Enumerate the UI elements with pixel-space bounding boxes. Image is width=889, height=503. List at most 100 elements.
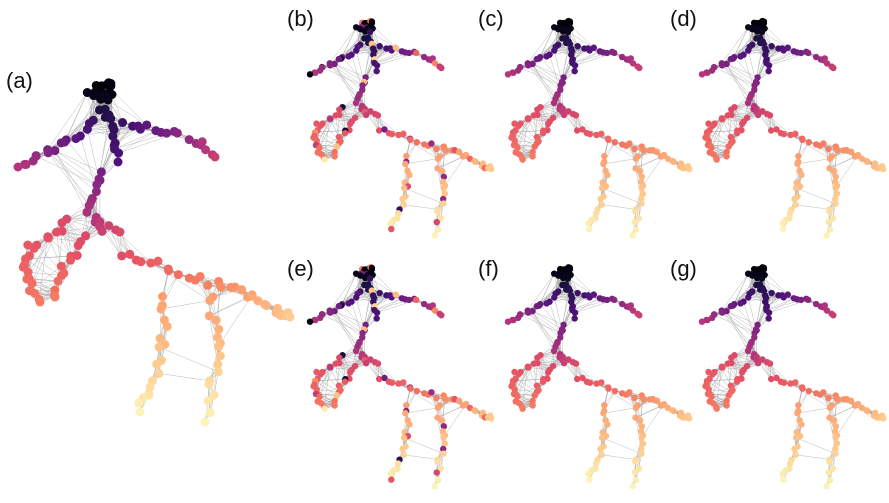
graph-node <box>388 130 396 138</box>
graph-edge <box>158 373 210 382</box>
graph-node <box>434 155 442 162</box>
graph-node <box>524 62 532 69</box>
graph-edge <box>329 27 357 64</box>
graph-edge <box>150 262 210 301</box>
graph-node <box>89 91 99 101</box>
graph-edge <box>444 154 467 186</box>
graph-edge <box>734 105 755 108</box>
graph-node <box>626 140 633 147</box>
graph-node <box>400 184 408 192</box>
graph-node <box>407 136 414 144</box>
graph-edge <box>48 237 72 257</box>
graph-edge <box>715 118 723 158</box>
graph-node <box>433 218 440 226</box>
graph-node <box>113 157 123 167</box>
graph-node <box>172 128 182 138</box>
graph-node <box>571 62 579 69</box>
graph-edge <box>114 130 156 150</box>
graph-edge <box>528 119 538 138</box>
graph-node <box>605 136 612 144</box>
graph-node <box>402 160 409 168</box>
graph-node <box>611 49 618 57</box>
graph-edge <box>220 294 253 344</box>
graph-edge <box>48 152 90 206</box>
graph-node <box>103 95 113 105</box>
graph-node <box>571 67 578 75</box>
graph-edge <box>330 118 352 122</box>
graph-edge <box>314 132 337 147</box>
graph-edge <box>722 65 755 91</box>
panel-label-a: (a) <box>6 68 33 93</box>
graph-node <box>403 152 410 160</box>
graph-node <box>332 112 339 119</box>
panel-c-graph <box>504 17 693 239</box>
graph-node <box>544 120 552 128</box>
graph-node <box>428 140 435 147</box>
graph-node <box>82 124 92 134</box>
graph-node <box>376 43 383 50</box>
graph-node <box>434 226 442 233</box>
graph-node <box>431 60 439 67</box>
graph-edge <box>118 130 157 154</box>
graph-edge <box>220 287 248 298</box>
graph-edge <box>376 51 403 66</box>
graph-node <box>142 120 152 130</box>
graph-nodes <box>504 17 693 239</box>
graph-node <box>455 148 463 155</box>
graph-node <box>66 255 76 265</box>
graph-node <box>104 221 114 231</box>
panel-d <box>690 8 889 248</box>
graph-node <box>631 218 638 226</box>
graph-edge <box>334 63 365 83</box>
graph-node <box>638 184 645 191</box>
graph-edge <box>532 63 563 83</box>
graph-edge <box>54 150 100 180</box>
graph-edge <box>405 158 438 165</box>
graph-node <box>573 127 581 134</box>
graph-node <box>306 71 314 78</box>
graph-node <box>106 114 116 124</box>
graph-node <box>213 367 223 377</box>
graph-node <box>392 44 399 51</box>
graph-node <box>504 71 512 78</box>
graph-node <box>57 218 67 228</box>
graph-node <box>600 160 607 168</box>
graph-node <box>173 270 183 280</box>
graph-node <box>214 324 224 334</box>
graph-node <box>201 145 211 155</box>
graph-edge <box>48 237 81 242</box>
graph-node <box>195 271 205 281</box>
graph-edge <box>768 51 795 66</box>
graph-edge <box>726 63 757 83</box>
graph-node <box>603 49 611 57</box>
graph-node <box>59 268 69 278</box>
graph-node <box>333 143 340 150</box>
graph-node <box>572 112 580 119</box>
panel-b <box>298 8 498 248</box>
graph-node <box>636 64 643 72</box>
graph-node <box>367 108 374 115</box>
graph-node <box>91 187 101 197</box>
graph-node <box>197 137 207 147</box>
graph-node <box>433 145 440 153</box>
graph-node <box>353 47 360 54</box>
graph-node <box>632 208 639 215</box>
graph-node <box>213 359 223 369</box>
graph-node <box>387 220 394 227</box>
graph-edge <box>316 140 340 144</box>
graph-edge <box>48 152 97 192</box>
graph-edge <box>209 355 221 381</box>
graph-node <box>136 257 146 267</box>
graph-node <box>352 99 360 107</box>
graph-node <box>156 304 166 314</box>
graph-node <box>442 147 449 154</box>
graph-nodes <box>13 78 295 427</box>
graph-node <box>205 296 215 306</box>
graph-node <box>21 159 31 169</box>
graph-node <box>108 131 118 141</box>
graph-node <box>598 184 606 192</box>
graph-edge <box>47 149 97 185</box>
graph-node <box>96 167 106 177</box>
graph-node <box>313 120 320 127</box>
graph-node <box>555 25 562 33</box>
